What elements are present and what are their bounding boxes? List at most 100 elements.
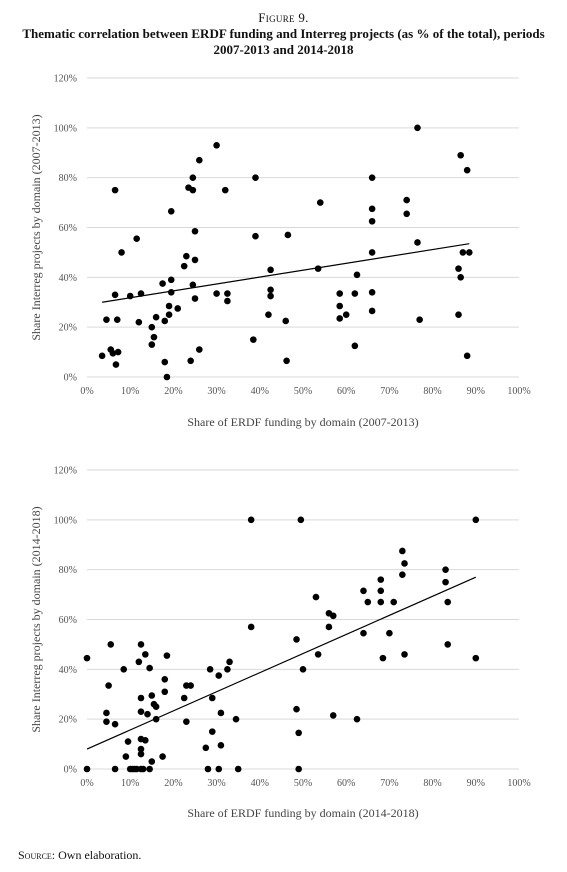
data-point — [180, 694, 188, 702]
y-tick-label: 80% — [59, 565, 77, 576]
x-tick-label: 10% — [121, 386, 139, 397]
data-point — [252, 174, 259, 181]
data-point — [189, 174, 197, 181]
data-point — [98, 352, 106, 360]
data-point — [444, 598, 452, 606]
data-point — [163, 373, 171, 381]
data-point — [152, 313, 160, 321]
data-point — [159, 753, 166, 760]
y-tick-label: 20% — [59, 715, 77, 726]
data-point — [165, 302, 173, 310]
data-point — [455, 311, 462, 319]
data-point — [353, 715, 361, 723]
data-point — [217, 709, 225, 717]
data-point — [103, 316, 110, 323]
data-point — [295, 729, 302, 737]
data-point — [133, 235, 140, 243]
data-point — [234, 765, 242, 773]
data-point — [139, 765, 147, 773]
data-point — [377, 587, 385, 595]
data-point — [142, 651, 149, 658]
y-tick-label: 120% — [54, 466, 77, 477]
data-point — [180, 262, 188, 270]
x-tick-label: 40% — [251, 386, 269, 397]
data-point — [120, 666, 128, 673]
data-point — [202, 744, 210, 752]
data-point — [329, 612, 337, 620]
data-point — [247, 516, 255, 524]
trendline — [102, 243, 470, 303]
x-tick-label: 70% — [380, 778, 398, 789]
data-point — [217, 742, 225, 749]
data-point — [148, 323, 156, 331]
data-point — [442, 566, 449, 573]
scatter-chart-2007-2013: 0% 20% 40% 60% 80% 100% 120% 0% 10% 20% 30% 40% 50% 6… — [29, 74, 531, 430]
x-axis-title: Share of ERDF funding by domain (2014-20… — [187, 806, 418, 820]
data-point — [137, 708, 145, 715]
data-point — [293, 636, 300, 643]
data-point — [312, 593, 320, 601]
x-tick-label: 30% — [207, 386, 225, 397]
x-tick-label: 30% — [207, 778, 225, 789]
data-point — [161, 317, 169, 325]
data-point — [137, 694, 145, 702]
data-point — [416, 316, 423, 323]
y-tick-label: 40% — [59, 273, 77, 284]
data-point — [148, 692, 156, 699]
scatter-chart-2014-2018: 0% 20% 40% 60% 80% 100% 120% 0% 10% 20% 30% 40% 50% 6… — [29, 466, 531, 821]
data-point — [224, 290, 231, 297]
data-point — [282, 317, 290, 325]
data-point — [442, 578, 449, 586]
data-point — [161, 358, 169, 366]
data-point — [368, 307, 376, 315]
data-point — [137, 641, 145, 648]
data-point — [368, 205, 376, 213]
y-tick-label: 100% — [54, 515, 77, 526]
data-point — [165, 311, 173, 319]
data-point — [457, 274, 464, 281]
data-point — [148, 758, 156, 765]
data-point — [161, 688, 169, 696]
data-point — [265, 311, 272, 319]
data-point — [213, 141, 220, 149]
data-point — [150, 333, 158, 341]
data-point — [187, 357, 194, 365]
data-point — [215, 765, 223, 773]
x-tick-label: 0% — [80, 386, 93, 397]
data-point — [196, 156, 203, 164]
x-tick-label: 90% — [467, 778, 485, 789]
data-point — [336, 302, 344, 310]
data-point — [113, 316, 121, 323]
data-point — [167, 288, 175, 296]
data-point — [267, 292, 274, 300]
data-point — [109, 350, 117, 357]
y-tick-label: 0% — [64, 373, 77, 384]
y-tick-label: 0% — [64, 765, 77, 776]
x-tick-label: 100% — [507, 386, 530, 397]
data-point — [457, 151, 464, 159]
data-point — [377, 598, 385, 606]
x-tick-label: 0% — [80, 778, 93, 789]
data-point — [368, 174, 376, 181]
data-point — [111, 720, 119, 728]
data-point — [267, 286, 274, 294]
data-point — [187, 682, 194, 689]
data-point — [111, 765, 119, 773]
data-point — [463, 352, 471, 360]
data-point — [325, 623, 333, 631]
data-point — [283, 357, 290, 365]
y-tick-label: 60% — [59, 223, 77, 234]
data-point — [250, 336, 257, 343]
data-point — [142, 737, 149, 744]
data-point — [379, 654, 387, 662]
data-point — [401, 651, 408, 658]
data-point — [183, 252, 190, 260]
data-point — [399, 547, 406, 555]
source-note: Source: Own elaboration. — [18, 848, 141, 863]
x-tick-label: 90% — [467, 386, 485, 397]
figure-title: Thematic correlation between ERDF fundin… — [22, 26, 545, 57]
data-point — [336, 315, 344, 322]
data-point — [191, 227, 199, 235]
data-point — [215, 672, 223, 679]
data-point — [189, 281, 197, 289]
